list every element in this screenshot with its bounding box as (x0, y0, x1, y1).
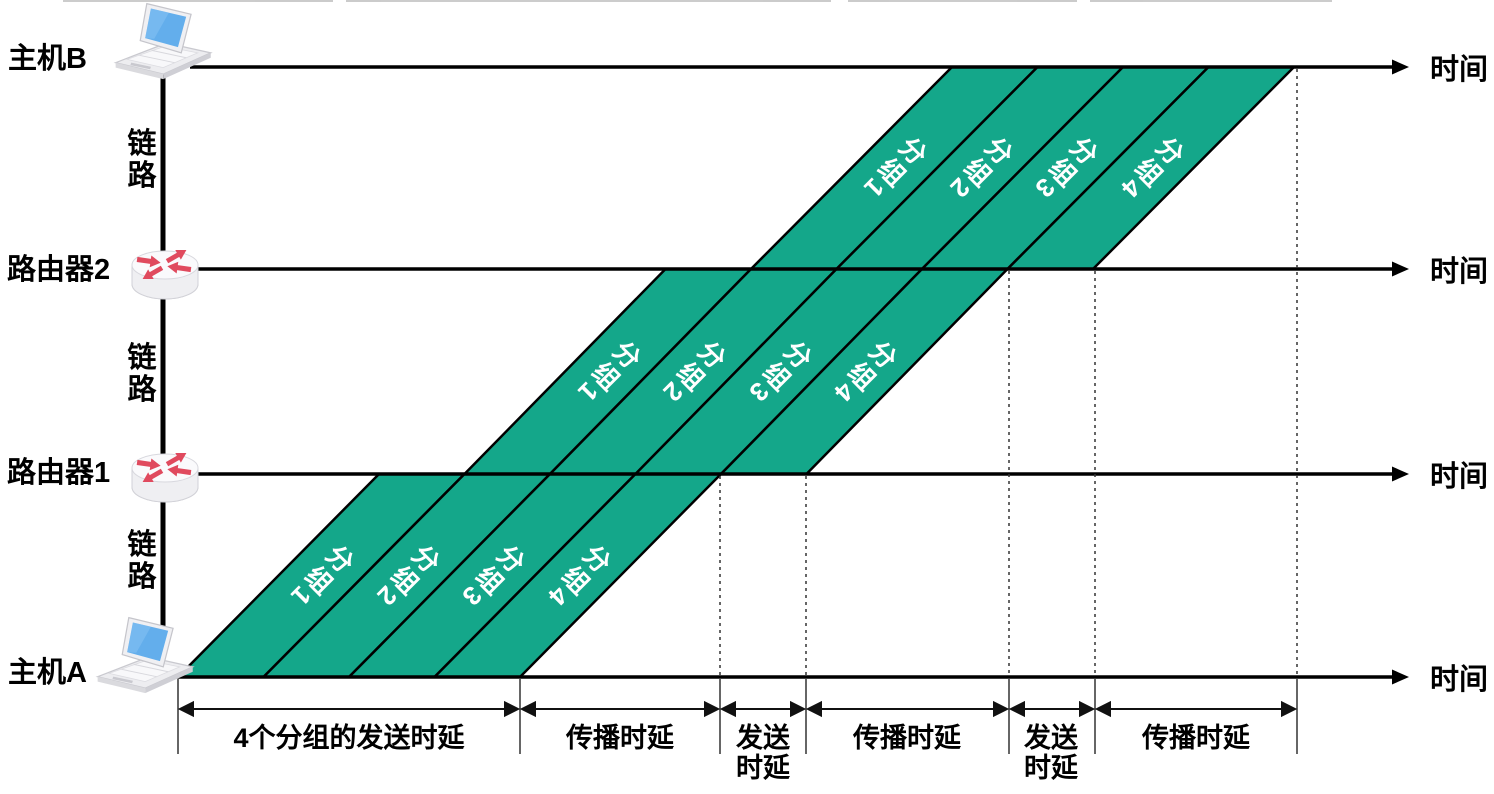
delay-segment-label-send2: 发送时延 (1024, 723, 1078, 783)
time-label-router1: 时间 (1430, 461, 1489, 493)
timelines (168, 65, 1394, 679)
arrowhead-router2 (1392, 261, 1409, 277)
router-icon-router2 (131, 244, 199, 300)
delay-span-arrow (177, 700, 521, 718)
router-icon-router1 (131, 447, 199, 503)
time-label-host-b: 时间 (1430, 54, 1489, 86)
delay-segment-label-prop2: 传播时延 (853, 723, 961, 753)
projection-lines (719, 69, 1298, 677)
delay-span-arrows (177, 700, 1298, 718)
top-edge-artifact (63, 0, 1332, 2)
link-label-r1-a: 链路 (127, 529, 157, 593)
packet-bands (175, 65, 1298, 679)
router2-label: 路由器2 (7, 254, 111, 286)
delay-span-arrow (805, 700, 1010, 718)
delay-segment-label-send1: 发送时延 (736, 723, 790, 783)
delay-span-arrow (719, 700, 807, 718)
time-label-host-a: 时间 (1430, 664, 1489, 696)
host-b-label: 主机B (8, 43, 87, 75)
arrowhead-router1 (1392, 466, 1409, 482)
router1-label: 路由器1 (7, 457, 111, 489)
axis-ticks (177, 679, 1298, 754)
link-label-r2-r1: 链路 (127, 342, 157, 406)
delay-span-arrow (1008, 700, 1096, 718)
delay-segment-label-prop3: 传播时延 (1142, 723, 1250, 753)
delay-segment-label-send4: 4个分组的发送时延 (233, 723, 465, 753)
time-label-router2: 时间 (1430, 256, 1489, 288)
timeline-arrowheads (1392, 59, 1409, 685)
link-label-b-r2: 链路 (127, 128, 157, 192)
arrowhead-host-a (1392, 669, 1409, 685)
host-a-label: 主机A (8, 657, 87, 689)
delay-span-arrow (1094, 700, 1298, 718)
delay-span-arrow (519, 700, 721, 718)
arrowhead-host-b (1392, 59, 1409, 75)
delay-segment-label-prop1: 传播时延 (566, 723, 674, 753)
